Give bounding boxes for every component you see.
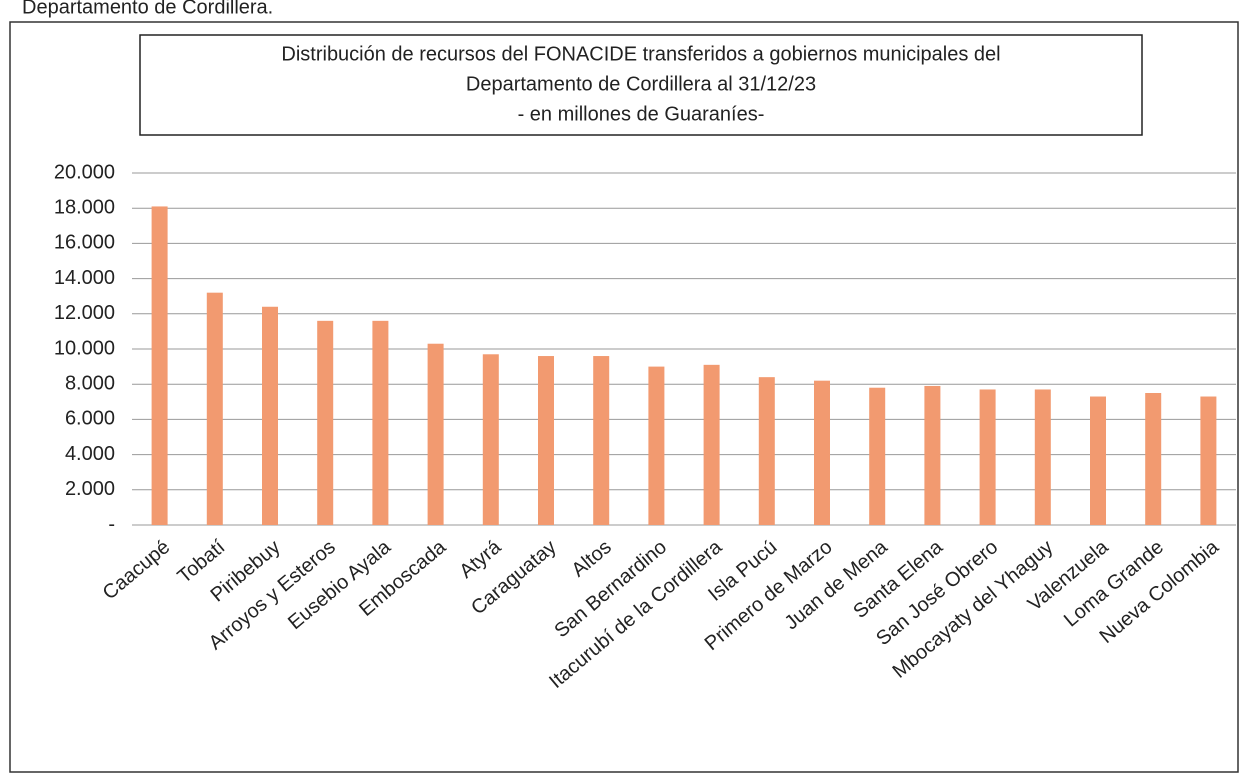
bar [482,354,499,525]
frame [9,21,1239,773]
x-tick-label: Caacupé [99,536,174,604]
bar [1200,396,1217,525]
bar [703,364,720,525]
bar [262,306,278,525]
y-tick-label: 18.000 [54,196,115,218]
bar [814,380,830,525]
bar [427,343,444,525]
bar [593,356,610,525]
bar [151,206,168,525]
bar [1090,396,1106,525]
y-tick-label: 8.000 [65,372,115,394]
title-box [139,34,1143,136]
chart-title: Departamento de Cordillera al 31/12/23 [466,73,816,95]
y-tick-label: 16.000 [54,232,115,254]
y-tick-label: 4.000 [65,443,115,465]
y-tick-label: 14.000 [54,267,115,289]
bar [869,387,886,525]
bar [758,377,775,525]
heading: Departamento de Cordillera. [22,0,273,18]
bar [979,389,996,525]
y-tick-label: 6.000 [65,408,115,430]
y-tick-label: 2.000 [65,478,115,500]
bar [317,320,334,525]
y-tick-label: - [108,513,115,535]
bar [1145,393,1162,525]
bar [538,356,554,525]
y-tick-label: 12.000 [54,302,115,324]
bar [648,366,665,525]
bar [206,292,223,525]
bar [924,385,941,525]
chart-title: Distribución de recursos del FONACIDE tr… [281,43,1000,65]
bar [1034,389,1051,525]
y-tick-label: 20.000 [54,161,115,183]
chart-title: - en millones de Guaraníes- [518,103,765,125]
y-tick-label: 10.000 [54,337,115,359]
x-tick-label: Altos [568,536,616,581]
bar [372,320,389,525]
